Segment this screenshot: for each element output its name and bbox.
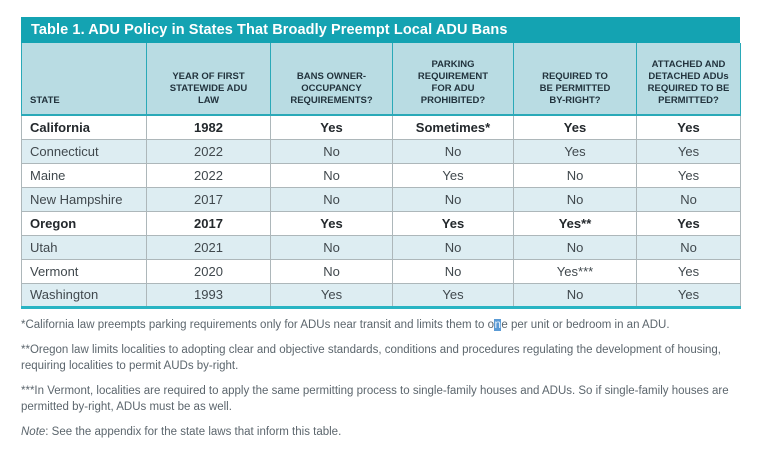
col-header-state: STATE: [21, 43, 147, 115]
col-header-state-label: STATE: [30, 95, 60, 106]
note-label: Note: [21, 425, 46, 438]
cell-bans-owner-occupancy: Yes: [270, 282, 393, 308]
cell-bans-owner-occupancy: No: [270, 186, 393, 212]
cell-bans-owner-occupancy: No: [270, 258, 393, 284]
table-title-bar: Table 1. ADU Policy in States That Broad…: [21, 17, 740, 43]
col-header-bans-line: BANS OWNER-: [296, 71, 367, 82]
cell-attached-detached: Yes: [636, 162, 741, 188]
note-text: : See the appendix for the state laws th…: [45, 425, 342, 438]
cell-state: Vermont: [21, 258, 147, 284]
table-title: Table 1. ADU Policy in States That Broad…: [31, 22, 508, 38]
table-row-maine: Maine 2022 No Yes No Yes: [21, 162, 741, 188]
cell-attached-detached: Yes: [636, 138, 741, 164]
col-header-parking-line: FOR ADU: [431, 83, 475, 94]
table-row-washington: Washington 1993 Yes Yes No Yes: [21, 282, 741, 308]
cell-attached-detached: Yes: [636, 114, 741, 140]
col-header-parking: PARKING REQUIREMENT FOR ADU PROHIBITED?: [392, 43, 514, 115]
header-row: STATE YEAR OF FIRST STATEWIDE ADU LAW BA…: [21, 43, 741, 115]
table-row-new-hampshire: New Hampshire 2017 No No No No: [21, 186, 741, 212]
col-header-by-right-line: BE PERMITTED: [539, 83, 611, 94]
cell-by-right: Yes***: [513, 258, 637, 284]
col-header-by-right-line: BY-RIGHT?: [549, 95, 601, 106]
cell-bans-owner-occupancy: No: [270, 138, 393, 164]
col-header-attached-line: REQUIRED TO BE: [647, 83, 730, 94]
col-header-by-right: REQUIRED TO BE PERMITTED BY-RIGHT?: [513, 43, 637, 115]
cell-by-right: Yes: [513, 138, 637, 164]
cell-bans-owner-occupancy: No: [270, 234, 393, 260]
cell-by-right: No: [513, 282, 637, 308]
cell-year: 2022: [146, 162, 271, 188]
cell-state: Connecticut: [21, 138, 147, 164]
footnotes: *California law preempts parking require…: [21, 317, 740, 440]
cell-by-right: No: [513, 234, 637, 260]
col-header-year: YEAR OF FIRST STATEWIDE ADU LAW: [146, 43, 271, 115]
col-header-bans-line: REQUIREMENTS?: [290, 95, 373, 106]
cell-year: 2020: [146, 258, 271, 284]
cell-by-right: Yes: [513, 114, 637, 140]
table-row-connecticut: Connecticut 2022 No No Yes Yes: [21, 138, 741, 164]
col-header-parking-line: PARKING: [431, 59, 475, 70]
cell-year: 1982: [146, 114, 271, 140]
cell-year: 2017: [146, 210, 271, 236]
cell-attached-detached: No: [636, 186, 741, 212]
cell-attached-detached: Yes: [636, 282, 741, 308]
cell-parking-prohibited: No: [392, 186, 514, 212]
table-row-vermont: Vermont 2020 No No Yes*** Yes: [21, 258, 741, 284]
cell-parking-prohibited: No: [392, 138, 514, 164]
footnote-california-parking: *California law preempts parking require…: [21, 317, 740, 333]
col-header-year-line: STATEWIDE ADU: [169, 83, 248, 94]
cell-state: California: [21, 114, 147, 140]
cell-parking-prohibited: Yes: [392, 210, 514, 236]
cell-year: 1993: [146, 282, 271, 308]
col-header-year-line: LAW: [197, 95, 220, 106]
cell-year: 2022: [146, 138, 271, 164]
cell-parking-prohibited: No: [392, 258, 514, 284]
adu-policy-table-card: Table 1. ADU Policy in States That Broad…: [21, 17, 741, 449]
col-header-attached-line: DETACHED ADUs: [648, 71, 729, 82]
cell-year: 2021: [146, 234, 271, 260]
footnote-text-post: e per unit or bedroom in an ADU.: [501, 318, 670, 331]
cell-attached-detached: No: [636, 234, 741, 260]
cell-parking-prohibited: Yes: [392, 282, 514, 308]
footnote-vermont-permitting: ***In Vermont, localities are required t…: [21, 384, 729, 413]
cell-parking-prohibited: Sometimes*: [392, 114, 514, 140]
cell-by-right: No: [513, 162, 637, 188]
cell-state: Oregon: [21, 210, 147, 236]
col-header-bans-line: OCCUPANCY: [301, 83, 362, 94]
table-row-utah: Utah 2021 No No No No: [21, 234, 741, 260]
footnote-text-pre: *California law preempts parking require…: [21, 318, 494, 331]
col-header-bans-owner-occupancy: BANS OWNER- OCCUPANCY REQUIREMENTS?: [270, 43, 393, 115]
cell-bans-owner-occupancy: Yes: [270, 210, 393, 236]
cell-bans-owner-occupancy: No: [270, 162, 393, 188]
col-header-parking-line: PROHIBITED?: [420, 95, 486, 106]
col-header-attached-line: ATTACHED AND: [651, 59, 726, 70]
table-note: Note: See the appendix for the state law…: [21, 424, 740, 440]
cell-parking-prohibited: No: [392, 234, 514, 260]
cell-attached-detached: Yes: [636, 258, 741, 284]
policy-table: STATE YEAR OF FIRST STATEWIDE ADU LAW BA…: [21, 43, 741, 309]
col-header-year-line: YEAR OF FIRST: [172, 71, 245, 82]
col-header-by-right-line: REQUIRED TO: [542, 71, 608, 82]
cell-state: Utah: [21, 234, 147, 260]
cell-parking-prohibited: Yes: [392, 162, 514, 188]
cell-bans-owner-occupancy: Yes: [270, 114, 393, 140]
col-header-parking-line: REQUIREMENT: [417, 71, 489, 82]
cell-state: Maine: [21, 162, 147, 188]
cell-attached-detached: Yes: [636, 210, 741, 236]
cell-by-right: Yes**: [513, 210, 637, 236]
table-row-oregon: Oregon 2017 Yes Yes Yes** Yes: [21, 210, 741, 236]
cell-state: Washington: [21, 282, 147, 308]
col-header-attached-detached: ATTACHED AND DETACHED ADUs REQUIRED TO B…: [636, 43, 741, 115]
cell-year: 2017: [146, 186, 271, 212]
col-header-attached-line: PERMITTED?: [658, 95, 719, 106]
cell-state: New Hampshire: [21, 186, 147, 212]
table-row-california: California 1982 Yes Sometimes* Yes Yes: [21, 114, 741, 140]
cell-by-right: No: [513, 186, 637, 212]
footnote-oregon-standards: **Oregon law limits localities to adopti…: [21, 343, 722, 372]
text-cursor-highlight[interactable]: n: [493, 318, 502, 331]
